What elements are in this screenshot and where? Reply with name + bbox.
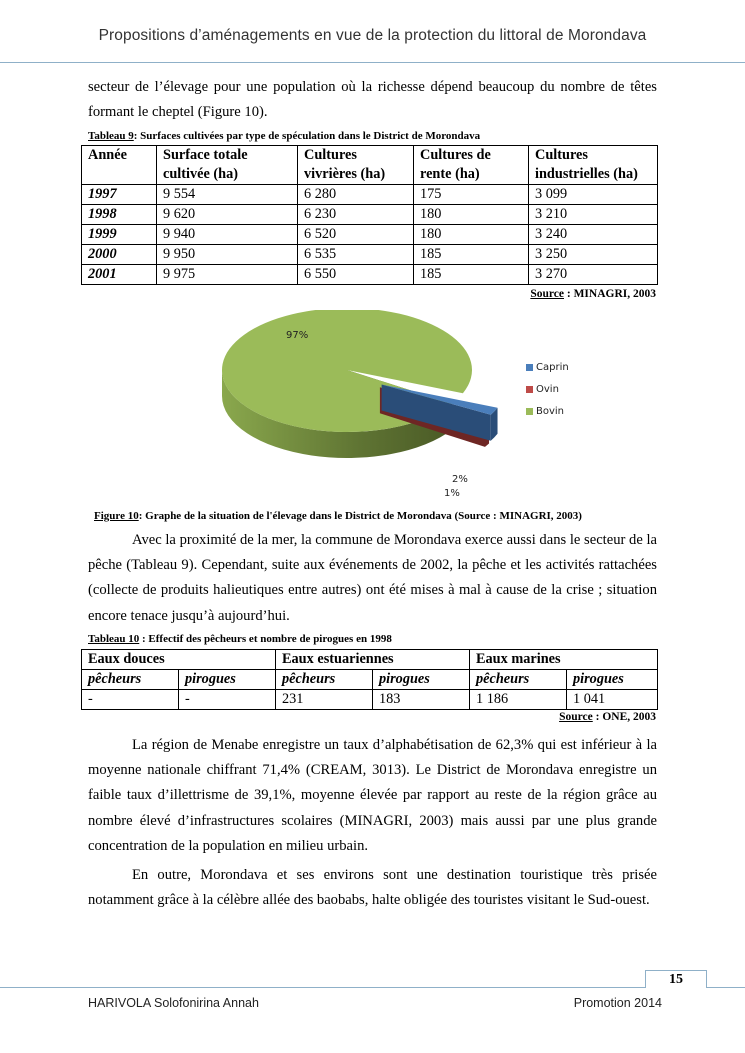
legend-swatch (526, 407, 533, 415)
chart-legend: Caprin Ovin Bovin (526, 356, 569, 422)
cell: 6 520 (297, 224, 414, 245)
pie-side-bovin (222, 370, 453, 458)
footer-promotion: Promotion 2014 (573, 996, 662, 1010)
footer-author: HARIVOLA Solofonirina Annah (88, 996, 259, 1010)
legend-label: Bovin (536, 405, 565, 417)
paragraph-literacy: La région de Menabe enregistre un taux d… (88, 737, 657, 854)
subheader-cell: pêcheurs (469, 669, 567, 690)
header-cell: Cultures industrielles (ha) (528, 145, 658, 185)
header-cell: Surface totale cultivée (ha) (156, 145, 298, 185)
header-cell: Année (81, 145, 157, 185)
intro-paragraph: secteur de l’élevage pour une population… (88, 79, 657, 121)
cell: 9 950 (156, 244, 298, 265)
cell: 9 620 (156, 204, 298, 225)
header-divider (0, 62, 745, 63)
cell: 6 280 (297, 184, 414, 205)
figure10-caption-label: Figure 10 (94, 510, 139, 522)
table-header-row: Année Surface totale cultivée (ha) Cultu… (81, 145, 658, 185)
legend-item-ovin: Ovin (526, 378, 569, 400)
table10-caption-label: Tableau 10 (88, 633, 140, 645)
table-row: - - 231 183 1 186 1 041 (81, 689, 658, 710)
source-label: Source (559, 711, 593, 723)
year-cell: 1997 (81, 184, 157, 205)
group-cell: Eaux estuariennes (275, 649, 470, 670)
cell: 3 240 (528, 224, 658, 245)
cell: 9 554 (156, 184, 298, 205)
cell: 3 099 (528, 184, 658, 205)
year-cell: 2000 (81, 244, 157, 265)
legend-item-caprin: Caprin (526, 356, 569, 378)
cell: 1 041 (566, 689, 658, 710)
cell: 183 (372, 689, 470, 710)
paragraph-tourism: En outre, Morondava et ses environs sont… (88, 867, 657, 909)
table-row: 1998 9 620 6 230 180 3 210 (81, 204, 658, 225)
cell: - (81, 689, 179, 710)
year-cell: 2001 (81, 264, 157, 285)
livestock-pie-chart: 2% 1% 97% (222, 310, 498, 499)
year-cell: 1998 (81, 204, 157, 225)
table10-caption-text: : Effectif des pêcheurs et nombre de pir… (139, 633, 392, 645)
cell: 3 250 (528, 244, 658, 265)
cell: 1 186 (469, 689, 567, 710)
subheader-row: pêcheurs pirogues pêcheurs pirogues pêch… (81, 669, 658, 690)
pie-rim-caprin (490, 407, 498, 441)
legend-swatch (526, 385, 533, 393)
cell: 9 975 (156, 264, 298, 285)
figure10-caption-text: : Graphe de la situation de l'élevage da… (138, 510, 582, 522)
table-row: 2001 9 975 6 550 185 3 270 (81, 264, 658, 285)
header-cell: Cultures de rente (ha) (413, 145, 529, 185)
legend-swatch (526, 363, 533, 371)
paragraph-fishing: Avec la proximité de la mer, la commune … (88, 532, 657, 624)
data-label-caprin: 2% (452, 474, 468, 485)
cell: 185 (413, 264, 529, 285)
cell: 3 210 (528, 204, 658, 225)
source-label: Source (530, 288, 564, 300)
cell: 180 (413, 204, 529, 225)
table-row: 1997 9 554 6 280 175 3 099 (81, 184, 658, 205)
cell: 9 940 (156, 224, 298, 245)
table-row: 1999 9 940 6 520 180 3 240 (81, 224, 658, 245)
cell: 6 230 (297, 204, 414, 225)
legend-label: Caprin (536, 361, 569, 373)
subheader-cell: pirogues (566, 669, 658, 690)
figure10-caption: Figure 10: Graphe de la situation de l'é… (94, 510, 582, 522)
table9: Année Surface totale cultivée (ha) Cultu… (81, 145, 658, 285)
table10-source: Source : ONE, 2003 (400, 711, 656, 723)
cell: 3 270 (528, 264, 658, 285)
legend-label: Ovin (536, 383, 559, 395)
cell: 185 (413, 244, 529, 265)
footer-divider (0, 987, 745, 988)
running-header: Propositions d’aménagements en vue de la… (98, 27, 647, 44)
group-header-row: Eaux douces Eaux estuariennes Eaux marin… (81, 649, 658, 670)
pie-side-caprin (381, 384, 491, 441)
source-text: : ONE, 2003 (592, 711, 656, 723)
group-cell: Eaux douces (81, 649, 276, 670)
cell: 231 (275, 689, 373, 710)
subheader-cell: pirogues (178, 669, 276, 690)
subheader-cell: pirogues (372, 669, 470, 690)
pie-slice-caprin (381, 384, 498, 415)
subheader-cell: pêcheurs (275, 669, 373, 690)
cell: 6 535 (297, 244, 414, 265)
table9-caption-label: Tableau 9 (88, 130, 134, 142)
table10: Eaux douces Eaux estuariennes Eaux marin… (81, 649, 658, 710)
year-cell: 1999 (81, 224, 157, 245)
cell: 175 (413, 184, 529, 205)
legend-item-bovin: Bovin (526, 400, 569, 422)
cell: 6 550 (297, 264, 414, 285)
table10-caption: Tableau 10 : Effectif des pêcheurs et no… (88, 633, 392, 645)
group-cell: Eaux marines (469, 649, 658, 670)
table9-source: Source : MINAGRI, 2003 (400, 288, 656, 300)
data-label-ovin: 1% (444, 488, 460, 499)
table9-caption-text: : Surfaces cultivées par type de spécula… (133, 130, 481, 142)
cell: 180 (413, 224, 529, 245)
data-label-bovin: 97% (286, 330, 308, 341)
table9-caption: Tableau 9: Surfaces cultivées par type d… (88, 130, 480, 142)
cell: - (178, 689, 276, 710)
subheader-cell: pêcheurs (81, 669, 179, 690)
header-cell: Cultures vivrières (ha) (297, 145, 414, 185)
table-row: 2000 9 950 6 535 185 3 250 (81, 244, 658, 265)
source-text: : MINAGRI, 2003 (564, 288, 656, 300)
page-number: 15 (645, 970, 707, 988)
